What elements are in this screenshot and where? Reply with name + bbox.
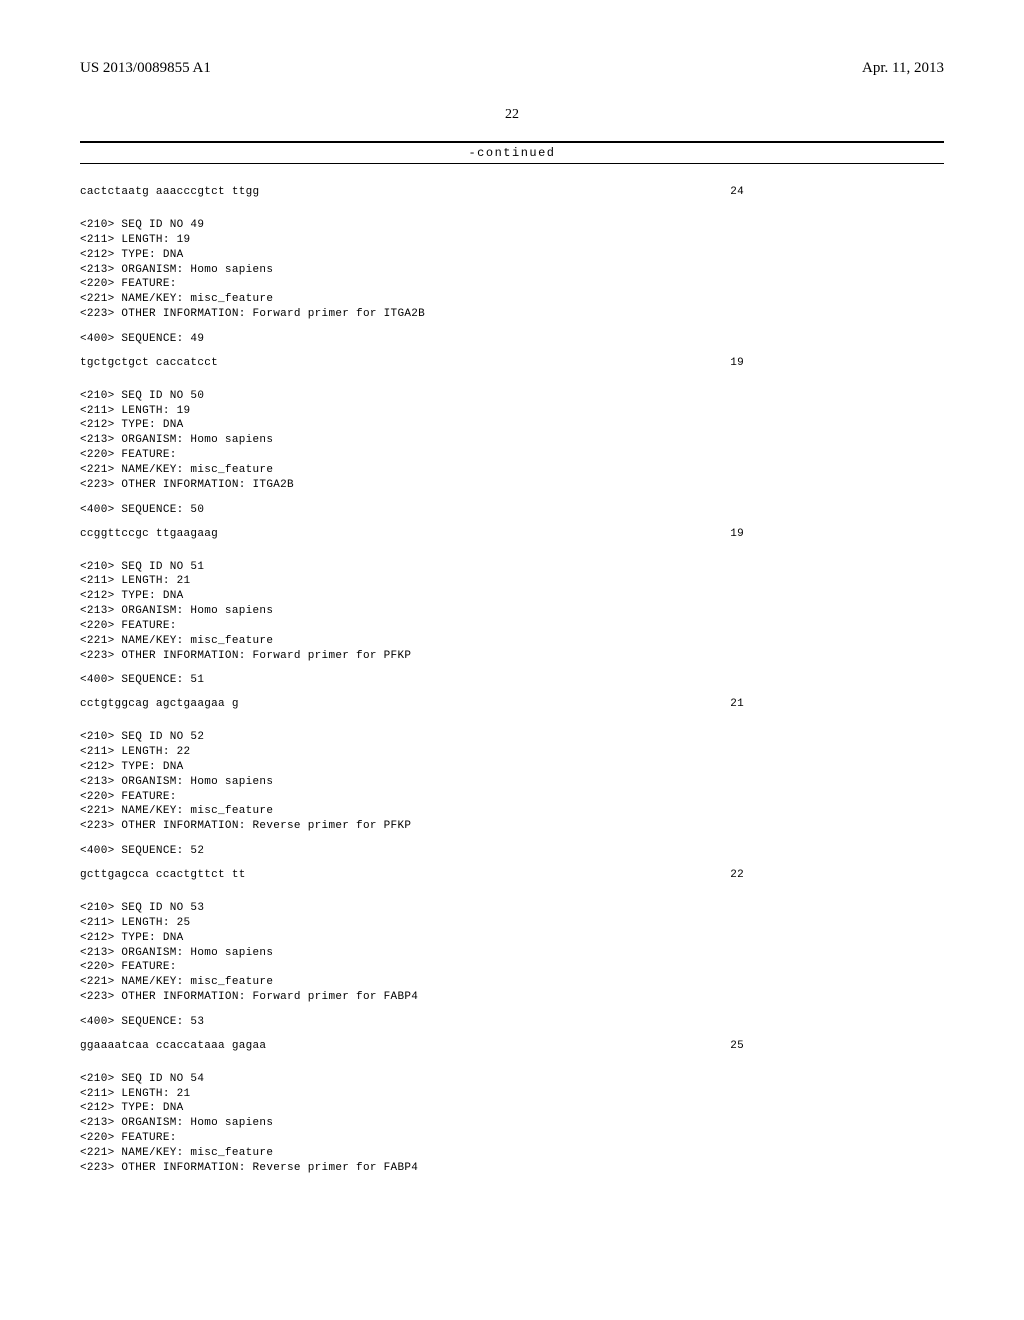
seq-meta-block: <210> SEQ ID NO 51 <211> LENGTH: 21 <212… <box>80 560 944 664</box>
sequence-length: 24 <box>730 186 744 198</box>
sequence-row: cctgtggcag agctgaagaa g 21 <box>80 698 944 710</box>
seq-meta-block: <210> SEQ ID NO 53 <211> LENGTH: 25 <212… <box>80 901 944 1005</box>
sequence-length: 22 <box>730 869 744 881</box>
sequence-row: gcttgagcca ccactgttct tt 22 <box>80 869 944 881</box>
sequence-text: ccggttccgc ttgaagaag <box>80 528 218 540</box>
sequence-row: ggaaaatcaa ccaccataaa gagaa 25 <box>80 1040 944 1052</box>
sequence-text: gcttgagcca ccactgttct tt <box>80 869 246 881</box>
sequence-text: ggaaaatcaa ccaccataaa gagaa <box>80 1040 266 1052</box>
page-number: 22 <box>80 107 944 123</box>
continued-label: -continued <box>80 143 944 163</box>
sequence-length: 19 <box>730 528 744 540</box>
sequence-row: ccggttccgc ttgaagaag 19 <box>80 528 944 540</box>
sequence-length: 21 <box>730 698 744 710</box>
seq-meta-block: <210> SEQ ID NO 52 <211> LENGTH: 22 <212… <box>80 730 944 834</box>
sequence-row: tgctgctgct caccatcct 19 <box>80 357 944 369</box>
seq-meta-block: <210> SEQ ID NO 50 <211> LENGTH: 19 <212… <box>80 389 944 493</box>
seq-header-line: <400> SEQUENCE: 53 <box>80 1015 944 1030</box>
sequence-text: cactctaatg aaacccgtct ttgg <box>80 186 259 198</box>
seq-header-line: <400> SEQUENCE: 51 <box>80 673 944 688</box>
seq-header-line: <400> SEQUENCE: 49 <box>80 332 944 347</box>
seq-header-line: <400> SEQUENCE: 52 <box>80 844 944 859</box>
page-header: US 2013/0089855 A1 Apr. 11, 2013 <box>80 60 944 77</box>
sequence-text: cctgtggcag agctgaagaa g <box>80 698 239 710</box>
sequence-row: cactctaatg aaacccgtct ttgg 24 <box>80 186 944 198</box>
sequence-length: 25 <box>730 1040 744 1052</box>
publication-date: Apr. 11, 2013 <box>862 60 944 77</box>
seq-meta-block: <210> SEQ ID NO 54 <211> LENGTH: 21 <212… <box>80 1072 944 1176</box>
seq-meta-block: <210> SEQ ID NO 49 <211> LENGTH: 19 <212… <box>80 218 944 322</box>
publication-number: US 2013/0089855 A1 <box>80 60 211 77</box>
sequence-length: 19 <box>730 357 744 369</box>
sequence-text: tgctgctgct caccatcct <box>80 357 218 369</box>
seq-header-line: <400> SEQUENCE: 50 <box>80 503 944 518</box>
page-container: US 2013/0089855 A1 Apr. 11, 2013 22 -con… <box>0 0 1024 1320</box>
continued-rule-bottom <box>80 163 944 164</box>
